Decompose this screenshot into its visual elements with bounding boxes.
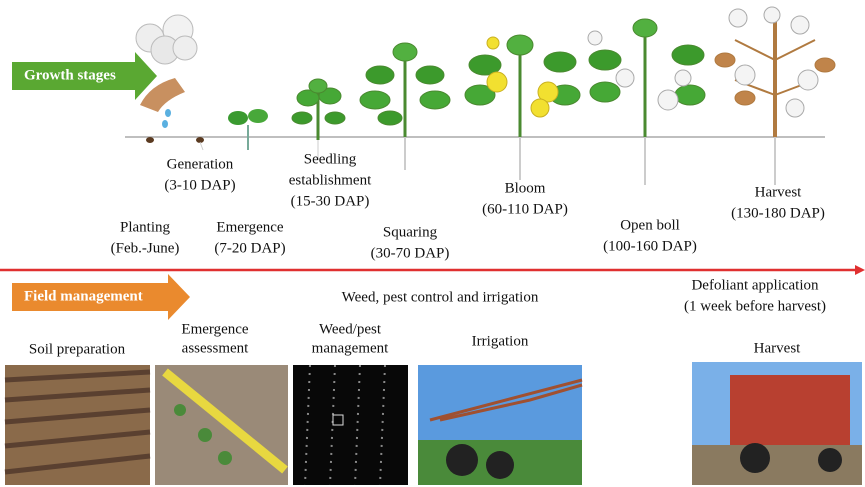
stage-label: (Feb.-June) (111, 240, 180, 256)
photo-label: Emergence (181, 321, 249, 337)
root (200, 142, 203, 150)
bloom-plant (465, 35, 580, 180)
stage-label: (15-30 DAP) (291, 193, 370, 209)
stage-label: Squaring (383, 224, 438, 240)
diagram: Growth stages (0, 0, 865, 487)
stage-label: (100-160 DAP) (603, 238, 697, 254)
open-boll-plant (588, 19, 705, 185)
photo-weed (293, 365, 408, 485)
photo-emergence (155, 365, 288, 485)
stage-label: (7-20 DAP) (214, 240, 285, 256)
sprout (228, 109, 268, 150)
photo-soil (5, 365, 150, 485)
field-note: Weed, pest control and irrigation (342, 289, 539, 305)
page: Growth stages (0, 0, 865, 487)
photo-label: assessment (182, 340, 249, 356)
seedling (292, 79, 345, 160)
growth-title: Growth stages (24, 67, 116, 83)
stage-label: (60-110 DAP) (482, 201, 568, 217)
seed (146, 137, 154, 143)
stage-label: Emergence (216, 219, 284, 235)
photo-irrigation (418, 365, 582, 485)
field-title: Field management (24, 288, 143, 304)
stage-label: Bloom (505, 180, 546, 196)
timeline-head (855, 265, 865, 275)
stage-label: Harvest (755, 184, 802, 200)
photo-label: management (312, 340, 389, 356)
stage-label: (30-70 DAP) (371, 245, 450, 261)
stage-labels: Planting (Feb.-June) Generation (3-10 DAP) E… (111, 151, 825, 261)
photo-label: Soil preparation (29, 341, 126, 357)
harvest-plant (715, 7, 835, 185)
field-note: Defoliant application (691, 277, 819, 293)
squaring-plant (360, 43, 450, 170)
stage-label: (130-180 DAP) (731, 205, 825, 221)
stage-label: Seedling (304, 151, 357, 167)
photo-label: Harvest (754, 340, 801, 356)
stage-label: establishment (289, 172, 372, 188)
photo-label: Irrigation (472, 333, 529, 349)
stage-label: Planting (120, 219, 171, 235)
stage-label: Open boll (620, 217, 680, 233)
photo-label: Weed/pest (319, 321, 382, 337)
stage-label: Generation (167, 156, 234, 172)
field-note: (1 week before harvest) (684, 298, 826, 314)
stage-label: (3-10 DAP) (164, 177, 235, 193)
photo-harvest (692, 362, 862, 485)
